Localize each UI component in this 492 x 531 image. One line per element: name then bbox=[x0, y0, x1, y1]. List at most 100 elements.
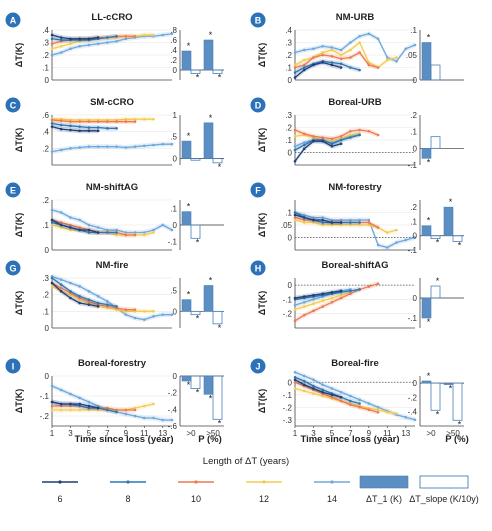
series-point-10 bbox=[330, 395, 334, 399]
panel-letter: J bbox=[255, 362, 260, 372]
series-point-10 bbox=[349, 403, 352, 407]
bar-y-tick-label: .2 bbox=[410, 111, 417, 120]
significance-star: * bbox=[196, 314, 200, 324]
y-axis-label: ΔT(K) bbox=[14, 128, 24, 152]
series-point-14 bbox=[152, 315, 155, 318]
series-band-12 bbox=[52, 222, 154, 238]
series-point-10 bbox=[321, 136, 324, 139]
series-line-6 bbox=[294, 61, 342, 79]
series-point-14 bbox=[59, 278, 63, 281]
bar-y-tick-label: -.2 bbox=[408, 393, 418, 402]
series-point-6 bbox=[69, 296, 72, 300]
series-point-14 bbox=[143, 231, 146, 234]
bar-y-tick-label: 0 bbox=[413, 294, 418, 303]
series-point-6 bbox=[96, 406, 100, 410]
panel-title: NM-URB bbox=[336, 12, 375, 23]
bar-y-tick-label: .1 bbox=[410, 128, 417, 137]
y-tick-label: -.2 bbox=[40, 412, 50, 421]
series-point-12 bbox=[133, 406, 137, 410]
series-point-6 bbox=[69, 128, 72, 132]
series-point-6 bbox=[339, 66, 343, 69]
bar-fill->0 bbox=[421, 148, 432, 159]
y-axis-label: ΔT(K) bbox=[14, 389, 24, 413]
series-band-8 bbox=[295, 58, 360, 75]
series-point-8 bbox=[87, 126, 91, 129]
legend-title: Length of ΔT (years) bbox=[203, 456, 289, 467]
significance-star: * bbox=[187, 290, 191, 300]
series-point-14 bbox=[69, 281, 72, 285]
bar-fill->0 bbox=[421, 297, 432, 319]
series-point-14 bbox=[330, 46, 334, 49]
series-point-10 bbox=[78, 226, 81, 229]
panel-H: H Boreal-shiftAG ΔT(K) -.2 -.1 0 -.1 0 * * bbox=[250, 260, 464, 329]
bar-y-tick-label: -.6 bbox=[168, 422, 178, 431]
series-line-14 bbox=[51, 275, 172, 321]
y-tick-label: .2 bbox=[285, 51, 292, 60]
panel-title: NM-forestry bbox=[328, 182, 382, 193]
series-point-12 bbox=[376, 408, 380, 412]
series-point-14 bbox=[293, 51, 297, 54]
bar-open->50 bbox=[212, 158, 223, 164]
series-point-10 bbox=[367, 408, 371, 412]
series-point-8 bbox=[349, 66, 352, 69]
y-tick-label: .1 bbox=[42, 221, 49, 230]
series-point-14 bbox=[161, 313, 165, 316]
bar-y-tick-label: -.1 bbox=[408, 246, 418, 255]
series-point-10 bbox=[59, 119, 63, 123]
series-point-12 bbox=[143, 310, 146, 313]
bar-fill->50 bbox=[203, 375, 214, 395]
series-line-14 bbox=[51, 143, 172, 153]
bar-y-tick-label: .2 bbox=[410, 203, 417, 212]
series-point-12 bbox=[312, 302, 315, 306]
series-point-12 bbox=[349, 133, 352, 137]
y-tick-label: .2 bbox=[42, 51, 49, 60]
y-tick-label: -.2 bbox=[283, 310, 293, 319]
series-point-14 bbox=[170, 418, 174, 422]
series-point-14 bbox=[312, 298, 315, 301]
series-point-12 bbox=[349, 223, 352, 227]
y-axis-label: ΔT(K) bbox=[257, 128, 267, 152]
series-point-10 bbox=[87, 120, 91, 123]
series-point-6 bbox=[302, 68, 306, 72]
y-tick-label: .1 bbox=[42, 64, 49, 73]
significance-star: * bbox=[209, 276, 213, 286]
series-point-6 bbox=[59, 36, 63, 39]
series-point-6 bbox=[321, 61, 324, 64]
series-point-14 bbox=[152, 416, 155, 420]
series-line-8 bbox=[51, 35, 117, 41]
series-point-8 bbox=[302, 66, 306, 69]
series-point-6 bbox=[330, 393, 334, 397]
series-point-12 bbox=[59, 44, 63, 48]
y-tick-label: .4 bbox=[285, 26, 292, 35]
series-point-6 bbox=[339, 289, 343, 293]
series-point-8 bbox=[106, 231, 109, 234]
y-tick-label: .3 bbox=[285, 39, 292, 48]
series-point-14 bbox=[302, 213, 306, 217]
series-point-10 bbox=[339, 399, 343, 403]
series-point-14 bbox=[170, 313, 174, 316]
series-point-12 bbox=[330, 223, 334, 227]
series-point-10 bbox=[133, 408, 137, 412]
significance-star: * bbox=[427, 33, 431, 43]
series-point-6 bbox=[302, 383, 306, 387]
series-point-8 bbox=[69, 290, 72, 293]
series-point-14 bbox=[69, 47, 72, 51]
y-tick-label: 0 bbox=[45, 324, 50, 333]
legend-bar-open bbox=[419, 475, 469, 489]
series-point-8 bbox=[96, 301, 100, 305]
series-point-14 bbox=[367, 402, 371, 405]
series-point-14 bbox=[106, 41, 109, 44]
series-point-14 bbox=[302, 300, 306, 304]
y-tick-label: 0 bbox=[288, 76, 293, 85]
series-line-6 bbox=[51, 401, 99, 409]
series-band-10 bbox=[295, 50, 379, 70]
series-point-10 bbox=[367, 63, 371, 67]
series-point-12 bbox=[302, 221, 306, 224]
series-point-10 bbox=[349, 56, 352, 59]
series-point-12 bbox=[312, 221, 315, 224]
series-point-14 bbox=[302, 141, 306, 144]
series-line-10 bbox=[294, 51, 379, 69]
series-point-14 bbox=[339, 218, 343, 222]
series-band-6 bbox=[52, 280, 99, 309]
